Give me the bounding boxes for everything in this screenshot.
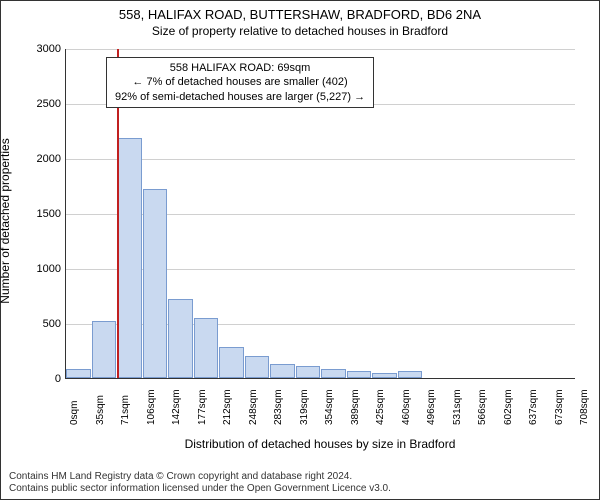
callout-line-3: 92% of semi-detached houses are larger (… [115, 90, 365, 104]
y-tick-label: 2500 [21, 98, 61, 110]
x-tick-label: 177sqm [197, 389, 208, 425]
x-tick-label: 106sqm [146, 389, 157, 425]
y-tick-label: 2000 [21, 153, 61, 165]
grid-line [66, 159, 575, 160]
x-tick-label: 212sqm [222, 389, 233, 425]
x-tick-label: 142sqm [171, 389, 182, 425]
y-axis-title: Number of detached properties [0, 138, 12, 303]
histogram-bar [92, 321, 117, 378]
grid-line [66, 49, 575, 50]
x-tick-label: 566sqm [477, 389, 488, 425]
histogram-bar [347, 371, 372, 378]
callout-line-1: 558 HALIFAX ROAD: 69sqm [115, 61, 365, 75]
footer-line-2: Contains public sector information licen… [9, 483, 391, 495]
histogram-bar [321, 369, 346, 378]
y-tick-label: 500 [21, 318, 61, 330]
y-tick-label: 1000 [21, 263, 61, 275]
histogram-bar [296, 366, 321, 378]
callout-line-2: ← 7% of detached houses are smaller (402… [115, 75, 365, 89]
x-tick-label: 0sqm [69, 401, 80, 425]
x-tick-label: 602sqm [503, 389, 514, 425]
x-tick-label: 673sqm [554, 389, 565, 425]
main-title: 558, HALIFAX ROAD, BUTTERSHAW, BRADFORD,… [1, 7, 599, 22]
footer-line-1: Contains HM Land Registry data © Crown c… [9, 471, 391, 483]
x-tick-label: 35sqm [95, 395, 106, 425]
y-tick-label: 0 [21, 373, 61, 385]
histogram-bar [245, 356, 270, 378]
histogram-bar [398, 371, 423, 378]
x-tick-label: 425sqm [375, 389, 386, 425]
x-tick-label: 389sqm [350, 389, 361, 425]
x-tick-label: 319sqm [299, 389, 310, 425]
x-tick-label: 248sqm [248, 389, 259, 425]
y-tick-label: 3000 [21, 43, 61, 55]
x-tick-label: 496sqm [426, 389, 437, 425]
subtitle: Size of property relative to detached ho… [1, 24, 599, 38]
histogram-bar [117, 138, 142, 378]
figure-container: 558, HALIFAX ROAD, BUTTERSHAW, BRADFORD,… [0, 0, 600, 500]
histogram-bar [168, 299, 193, 378]
histogram-bar [270, 364, 295, 378]
callout-box: 558 HALIFAX ROAD: 69sqm ← 7% of detached… [106, 57, 374, 108]
x-tick-label: 708sqm [579, 389, 590, 425]
x-tick-label: 531sqm [452, 389, 463, 425]
histogram-bar [194, 318, 219, 379]
histogram-bar [372, 373, 397, 379]
x-tick-label: 637sqm [528, 389, 539, 425]
histogram-bar [66, 369, 91, 378]
footer-attribution: Contains HM Land Registry data © Crown c… [9, 471, 391, 495]
x-tick-label: 71sqm [120, 395, 131, 425]
x-axis-title: Distribution of detached houses by size … [65, 437, 575, 451]
histogram-bar [219, 347, 244, 378]
x-tick-label: 354sqm [324, 389, 335, 425]
histogram-bar [143, 189, 168, 378]
x-tick-label: 460sqm [401, 389, 412, 425]
x-tick-label: 283sqm [273, 389, 284, 425]
y-tick-label: 1500 [21, 208, 61, 220]
y-axis-ticks: 050010001500200025003000 [21, 49, 65, 379]
